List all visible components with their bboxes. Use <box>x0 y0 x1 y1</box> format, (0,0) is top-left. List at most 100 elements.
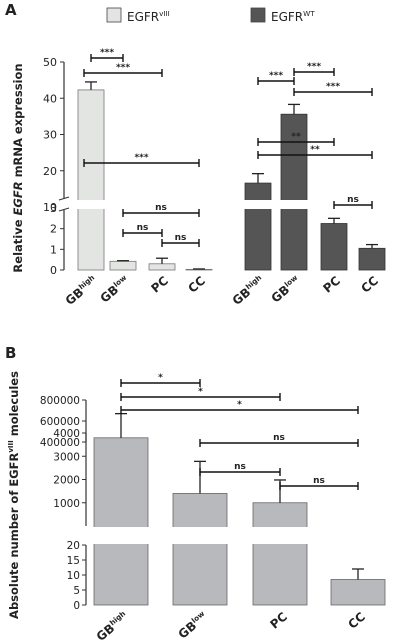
y-tick-label-40: 40 <box>43 92 57 105</box>
y-tick-label-50: 50 <box>43 56 57 69</box>
significance-b: * * * ns ns ns <box>120 373 359 490</box>
bar-a-1-3 <box>358 247 386 271</box>
bar-a-1-2 <box>320 223 348 271</box>
legend-a: EGFRvIII EGFRWT <box>106 7 315 24</box>
y-axis-title-b-part: Absolute number of EGFR <box>7 453 21 619</box>
y-tick-low-label-3: 3 <box>50 202 57 215</box>
category-a-0-3: CC <box>185 273 208 295</box>
y-axis-title-a-part: EGFR <box>11 181 25 215</box>
bar-b-2 <box>252 502 308 606</box>
y-axis-title-b: Absolute number of EGFRvIII molecules <box>7 371 21 619</box>
category-a-0-1: GBlow <box>97 273 132 306</box>
panel-a-letter: A <box>5 1 17 19</box>
legend-label-1-base: EGFR <box>271 10 303 24</box>
category-b-1-sup: low <box>190 609 207 625</box>
legend-label-1-sup: WT <box>303 9 315 18</box>
bar-a-1-0 <box>244 182 272 271</box>
y-axis-title-a-part: mRNA expression <box>11 63 25 181</box>
category-b-3-base: CC <box>345 609 368 631</box>
y-tick-label-b-low-20: 20 <box>67 540 80 552</box>
bar-b-0 <box>93 437 149 606</box>
bracket-a-6-label: *** <box>269 71 283 81</box>
bracket-a-10-label: ** <box>310 145 320 155</box>
category-b-0-sup: high <box>108 609 127 627</box>
y-tick-label-b-800000: 800000 <box>40 395 80 407</box>
bar-a-1-1 <box>280 113 308 271</box>
y-tick-label-b-low-15: 15 <box>67 555 80 567</box>
bracket-b-4-label: ns <box>234 462 246 472</box>
category-a-0-2: PC <box>148 273 171 295</box>
y-tick-label-b-low-0: 0 <box>73 600 80 612</box>
bracket-b-3-label: ns <box>273 433 285 443</box>
y-tick-label-b-400000: 400000 <box>40 437 80 449</box>
y-tick-low-label-0: 0 <box>50 264 57 277</box>
y-tick-label-b-4000: 4000 <box>53 428 80 440</box>
bracket-a-3-label: ns <box>155 203 167 213</box>
bar-b-1 <box>172 493 228 606</box>
category-a-1-0: GBhigh <box>229 273 267 308</box>
legend-label-0-sup: vIII <box>159 9 170 18</box>
bar-b-3 <box>330 579 386 606</box>
legend-label-1: EGFRWT <box>271 9 315 24</box>
category-a-0-0-sup: high <box>77 273 96 291</box>
bracket-b-2-label: * <box>237 400 242 410</box>
bracket-a-7-label: *** <box>307 62 321 72</box>
series-a-1 <box>244 103 386 271</box>
y-tick-label-30: 30 <box>43 129 57 142</box>
bar-a-0-0 <box>77 89 105 271</box>
y-tick-low-label-1: 1 <box>50 243 57 256</box>
legend-label-0: EGFRvIII <box>127 9 170 24</box>
category-a-0-2-base: PC <box>148 273 171 295</box>
category-a-0-3-base: CC <box>185 273 208 295</box>
series-a-0 <box>77 81 213 271</box>
category-b-3: CC <box>345 609 368 631</box>
y-axis-title-b-part: molecules <box>7 371 21 440</box>
y-tick-label-20: 20 <box>43 165 57 178</box>
legend-label-0-base: EGFR <box>127 10 159 24</box>
category-a-1-1: GBlow <box>268 273 303 306</box>
y-tick-low-label-2: 2 <box>50 223 57 236</box>
category-a-0-1-sup: low <box>112 273 129 289</box>
bar-a-0-2 <box>148 263 176 271</box>
y-tick-label-b-600000: 600000 <box>40 416 80 428</box>
axis-break-b-lower <box>81 527 381 544</box>
y-tick-label-b-1000: 1000 <box>53 498 80 510</box>
bracket-a-8-label: *** <box>326 82 340 92</box>
y-tick-label-10: 10 <box>43 201 57 214</box>
axis-break-a <box>59 200 389 209</box>
y-axis-title-b-part: vIII <box>7 440 15 452</box>
bracket-a-1-label: *** <box>116 63 130 73</box>
category-b-1: GBlow <box>175 609 210 642</box>
category-a-1-2: PC <box>320 273 343 295</box>
bracket-b-0-label: * <box>158 373 163 383</box>
bracket-a-5-label: ns <box>175 233 187 243</box>
bracket-a-2-label: *** <box>134 153 148 163</box>
category-a-1-1-sup: low <box>283 273 300 289</box>
category-a-0-0: GBhigh <box>62 273 100 308</box>
bracket-a-4-label: ns <box>137 223 149 233</box>
category-a-1-3-base: CC <box>358 273 381 295</box>
legend-swatch-0 <box>106 7 122 23</box>
bracket-b-5-label: ns <box>313 476 325 486</box>
y-tick-label-b-low-10: 10 <box>67 570 80 582</box>
legend-swatch-1 <box>250 7 266 23</box>
category-b-0: GBhigh <box>93 609 131 644</box>
bracket-a-9-label: ** <box>291 132 301 142</box>
category-a-1-0-sup: high <box>244 273 263 291</box>
category-b-2: PC <box>267 609 290 631</box>
break-mark-bottom <box>58 207 70 212</box>
y-axis-title-a-part: Relative <box>11 215 25 272</box>
bracket-a-0-label: *** <box>100 48 114 58</box>
category-b-2-base: PC <box>267 609 290 631</box>
category-a-1-2-base: PC <box>320 273 343 295</box>
bar-a-0-1 <box>109 260 137 271</box>
break-mark-top <box>58 196 70 201</box>
series-b <box>93 412 386 606</box>
panel-b-letter: B <box>5 344 16 362</box>
category-a-1-3: CC <box>358 273 381 295</box>
